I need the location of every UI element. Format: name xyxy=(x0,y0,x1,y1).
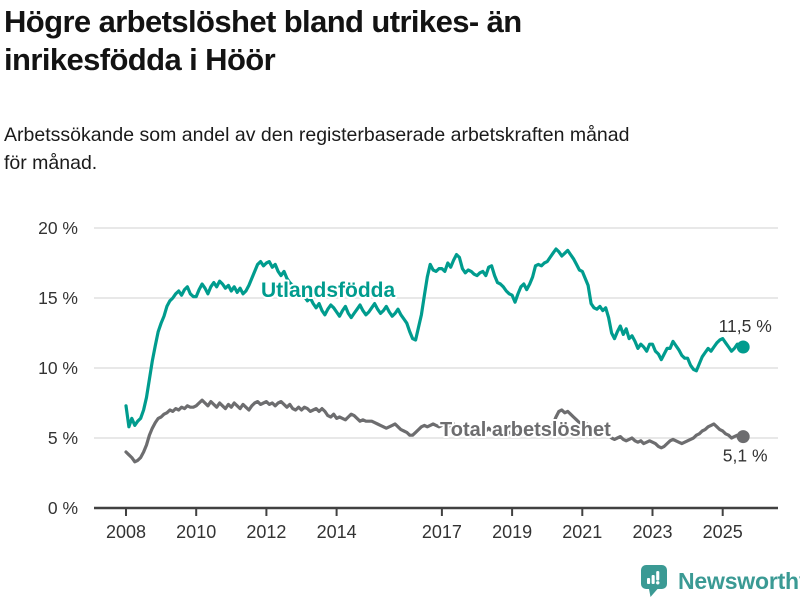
series-label-utlandsfodda: Utlandsfödda xyxy=(261,279,395,302)
page-title: Högre arbetslöshet bland utrikes- än inr… xyxy=(4,3,724,79)
chart-subtitle: Arbetssökande som andel av den registerb… xyxy=(4,121,794,177)
y-axis-label: 5 % xyxy=(48,428,78,448)
x-axis-label: 2010 xyxy=(176,522,216,542)
end-dot-utlandsfodda xyxy=(736,340,750,354)
newsworthy-branding: Newsworthy xyxy=(641,564,800,598)
x-axis-label: 2023 xyxy=(632,522,672,542)
series-line-utlandsfodda xyxy=(124,247,745,429)
chart-subtitle-line-2: för månad. xyxy=(4,152,98,174)
x-axis-label: 2008 xyxy=(106,522,146,542)
x-axis-label: 2021 xyxy=(562,522,602,542)
y-axis-label: 10 % xyxy=(38,358,78,378)
newsworthy-brand-name: Newsworthy xyxy=(678,567,800,594)
y-axis-label: 0 % xyxy=(48,498,78,518)
chart-subtitle-line-1: Arbetssökande som andel av den registerb… xyxy=(4,124,630,146)
x-axis-label: 2025 xyxy=(703,522,743,542)
y-axis-label: 20 % xyxy=(38,218,78,238)
page-title-line-1: Högre arbetslöshet bland utrikes- än xyxy=(4,4,522,39)
series-label-total: Total arbetslöshet xyxy=(440,419,611,441)
x-axis-label: 2014 xyxy=(317,522,357,542)
x-axis-label: 2012 xyxy=(246,522,286,542)
end-dot-total xyxy=(736,430,750,444)
series-line-total xyxy=(124,398,745,464)
end-value-label-total: 5,1 % xyxy=(723,446,768,466)
x-axis-label: 2017 xyxy=(422,522,462,542)
x-axis-label: 2019 xyxy=(492,522,532,542)
newsworthy-chart-bubble-icon xyxy=(641,564,667,597)
y-axis-label: 15 % xyxy=(38,288,78,308)
page-title-line-2: inrikesfödda i Höör xyxy=(4,42,276,77)
end-value-label-utlandsfodda: 11,5 % xyxy=(719,316,772,336)
